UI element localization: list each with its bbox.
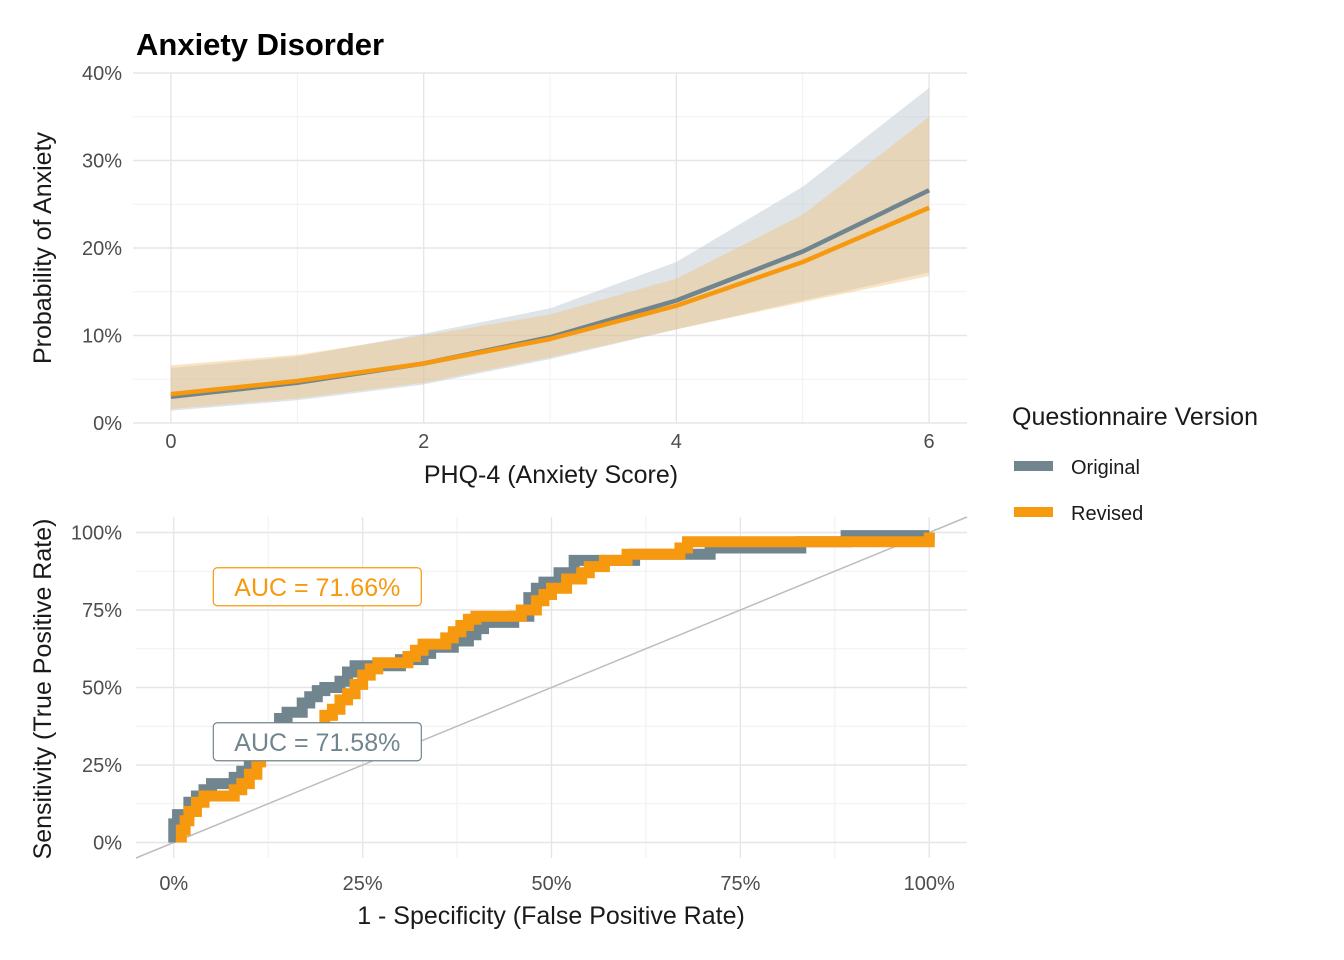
auc-label-box xyxy=(212,722,422,762)
auc-label-original: AUC = 71.58% xyxy=(212,722,422,762)
roc-reference-diagonal xyxy=(135,516,968,859)
roc-curves xyxy=(168,530,935,843)
figure-title: Anxiety Disorder xyxy=(136,27,384,62)
legend-key-revised xyxy=(1014,507,1053,517)
probability-chart: 0% 10% 20% 30% 40% 0 2 4 6 PHQ-4 (Anxiety Score… xyxy=(29,63,967,489)
legend-label-original: Original xyxy=(1071,457,1140,479)
probability-y-tick-labels: 0% 10% 20% 30% 40% xyxy=(82,63,122,435)
x-tick-label: 25% xyxy=(343,873,383,895)
auc-label-text: AUC = 71.66% xyxy=(234,574,400,602)
y-tick-label: 20% xyxy=(82,238,122,260)
roc-curve-revised xyxy=(175,532,935,843)
y-tick-label: 75% xyxy=(82,600,122,622)
auc-label-revised: AUC = 71.66% xyxy=(212,567,422,607)
legend: Questionnaire Version Original Revised xyxy=(1012,403,1258,525)
x-tick-label: 4 xyxy=(671,431,682,453)
auc-label-box xyxy=(212,567,422,607)
auc-label-text: AUC = 71.58% xyxy=(234,729,400,757)
legend-title: Questionnaire Version xyxy=(1012,403,1258,431)
probability-lines xyxy=(170,188,931,399)
x-tick-label: 50% xyxy=(531,873,571,895)
y-tick-label: 0% xyxy=(93,833,122,855)
x-tick-label: 75% xyxy=(720,873,760,895)
y-tick-label: 40% xyxy=(82,63,122,85)
y-tick-label: 25% xyxy=(82,755,122,777)
y-tick-label: 100% xyxy=(71,523,122,545)
roc-y-axis-title: Sensitivity (True Positive Rate) xyxy=(29,519,57,860)
roc-y-tick-labels: 0% 25% 50% 75% 100% xyxy=(71,523,122,855)
probability-x-axis-title: PHQ-4 (Anxiety Score) xyxy=(424,461,678,489)
legend-key-original xyxy=(1014,461,1053,471)
roc-chart: AUC = 71.66% AUC = 71.58% 0% 25% 50% 75% 100%… xyxy=(29,516,968,930)
x-tick-label: 0 xyxy=(165,431,176,453)
roc-auc-labels: AUC = 71.66% AUC = 71.58% xyxy=(212,567,422,762)
x-tick-label: 0% xyxy=(159,873,188,895)
y-tick-label: 30% xyxy=(82,151,122,173)
line-revised xyxy=(170,205,930,397)
x-tick-label: 100% xyxy=(904,873,955,895)
x-tick-label: 6 xyxy=(924,431,935,453)
legend-label-revised: Revised xyxy=(1071,503,1143,525)
roc-x-axis-title: 1 - Specificity (False Positive Rate) xyxy=(357,902,745,930)
y-tick-label: 50% xyxy=(82,678,122,700)
y-tick-label: 10% xyxy=(82,326,122,348)
y-tick-label: 0% xyxy=(93,413,122,435)
ci-band-original xyxy=(170,87,930,411)
roc-curve-original xyxy=(168,530,935,843)
x-tick-label: 2 xyxy=(418,431,429,453)
probability-x-tick-labels: 0 2 4 6 xyxy=(165,431,934,453)
probability-y-axis-title: Probability of Anxiety xyxy=(29,131,57,364)
roc-x-tick-labels: 0% 25% 50% 75% 100% xyxy=(159,873,955,895)
